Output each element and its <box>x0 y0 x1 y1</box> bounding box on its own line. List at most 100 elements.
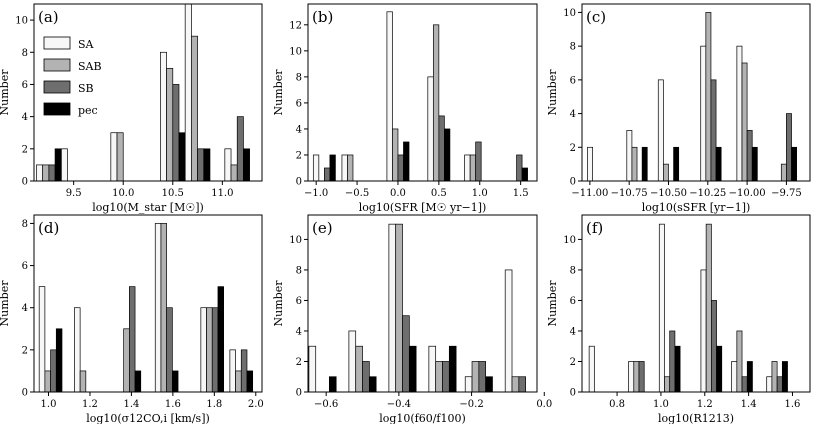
x-tick-label: 9.5 <box>66 188 82 199</box>
bar-sa-1 <box>74 308 80 392</box>
x-tick-label: 1.4 <box>123 399 139 410</box>
x-tick-label: 1.8 <box>206 399 222 410</box>
x-tick-label: 11.0 <box>211 188 233 199</box>
y-tick-label: 8 <box>22 219 28 230</box>
panel-label: (e) <box>312 219 333 237</box>
y-tick-label: 2 <box>296 357 302 368</box>
y-tick-label: 8 <box>22 48 28 59</box>
bar-pec-4 <box>747 361 752 392</box>
bar-pec-3 <box>717 346 722 392</box>
y-tick-label: 10 <box>289 235 302 246</box>
bar-sa-4 <box>465 377 472 392</box>
bar-sab-1 <box>80 371 86 392</box>
panel-f: 0 2 4 6 8 10 0.8 1.0 1.2 1.4 1.6 Number log10(R1213)… <box>546 215 810 424</box>
x-tick-label: 10.0 <box>112 188 134 199</box>
y-tick-label: 4 <box>296 124 302 135</box>
x-tick-label: 0.8 <box>609 399 625 410</box>
bar-sa-0 <box>589 346 594 392</box>
y-tick-label: 6 <box>22 261 28 272</box>
x-tick-label: 1.6 <box>785 399 801 410</box>
bar-sa-0 <box>39 287 45 392</box>
bar-sb-2 <box>398 155 404 181</box>
y-tick-label: 2 <box>570 357 576 368</box>
y-tick-label: 6 <box>22 80 28 91</box>
y-tick-label: 2 <box>570 143 576 154</box>
y-tick-label: 4 <box>22 303 28 314</box>
x-tick-label: −9.75 <box>771 188 802 199</box>
x-tick-label: −0.5 <box>345 188 369 199</box>
y-axis-label: Number <box>546 69 559 116</box>
y-tick-label: 0 <box>570 177 576 188</box>
bar-sab-1 <box>347 155 353 181</box>
bar-sa-5 <box>505 270 512 392</box>
bar-pec-4 <box>218 287 224 392</box>
bar-sb-5 <box>519 377 526 392</box>
y-tick-label: 0 <box>22 177 28 188</box>
bar-sa-1 <box>342 155 348 181</box>
bar-sa-2 <box>389 224 396 392</box>
bar-pec-0 <box>329 377 336 392</box>
y-axis-label: Number <box>546 280 559 327</box>
bar-sa-5 <box>225 149 231 181</box>
bar-pec-2 <box>403 142 409 181</box>
bar-pec-1 <box>642 147 647 181</box>
x-tick-label: −1.0 <box>304 188 328 199</box>
bar-sa-4 <box>465 155 471 181</box>
bar-pec-0 <box>56 329 62 392</box>
bar-sb-4 <box>479 361 486 392</box>
bar-pec-3 <box>179 133 185 181</box>
y-axis-label: Number <box>272 69 285 116</box>
bar-sab-5 <box>781 164 786 181</box>
y-tick-label: 8 <box>296 265 302 276</box>
bar-sb-3 <box>711 80 716 181</box>
bar-sb-5 <box>241 350 247 392</box>
x-tick-label: −11.00 <box>571 188 608 199</box>
bar-sb-3 <box>167 308 173 392</box>
bar-sa-2 <box>658 80 663 181</box>
bar-sb-3 <box>173 84 179 181</box>
bar-pec-4 <box>752 147 757 181</box>
y-axis-label: Number <box>0 280 11 327</box>
x-axis-label: log10(f60/f100) <box>379 412 466 424</box>
legend-swatch-sb <box>44 81 70 93</box>
bar-sb-3 <box>442 361 449 392</box>
bar-sab-2 <box>117 133 123 181</box>
bar-pec-4 <box>204 149 210 181</box>
bar-pec-3 <box>449 346 456 392</box>
x-tick-label: 10.5 <box>162 188 184 199</box>
bar-pec-5 <box>782 361 787 392</box>
bar-sa-5 <box>767 377 772 392</box>
bar-pec-3 <box>716 147 721 181</box>
panel-label: (c) <box>586 8 606 26</box>
y-tick-label: 6 <box>570 75 576 86</box>
x-axis-label: log10(R1213) <box>658 412 734 424</box>
y-tick-label: 4 <box>570 109 576 120</box>
bar-pec-2 <box>675 346 680 392</box>
y-tick-label: 4 <box>296 326 302 337</box>
bar-pec-5 <box>522 168 528 181</box>
axes-frame <box>34 215 262 392</box>
bar-sa-2 <box>659 224 664 392</box>
x-tick-label: 1.0 <box>41 399 57 410</box>
bar-sb-5 <box>237 117 243 181</box>
bar-sb-4 <box>198 149 204 181</box>
x-tick-label: 0.0 <box>390 188 406 199</box>
bar-sab-4 <box>470 155 476 181</box>
bar-sab-2 <box>396 224 403 392</box>
x-tick-label: −10.75 <box>611 188 648 199</box>
bar-sa-2 <box>111 133 117 181</box>
bar-sa-1 <box>61 149 67 181</box>
y-tick-label: 10 <box>563 235 576 246</box>
bar-sb-0 <box>49 165 55 181</box>
bar-sab-4 <box>742 63 747 181</box>
bar-sb-5 <box>517 155 523 181</box>
y-tick-label: 4 <box>570 326 576 337</box>
bar-sb-1 <box>363 361 370 392</box>
bar-pec-3 <box>172 371 178 392</box>
bar-sa-1 <box>349 331 356 392</box>
y-tick-label: 2 <box>296 150 302 161</box>
bar-sa-4 <box>732 361 737 392</box>
bar-sab-2 <box>124 329 130 392</box>
bar-sab-5 <box>231 165 237 181</box>
x-tick-label: −10.00 <box>729 188 766 199</box>
